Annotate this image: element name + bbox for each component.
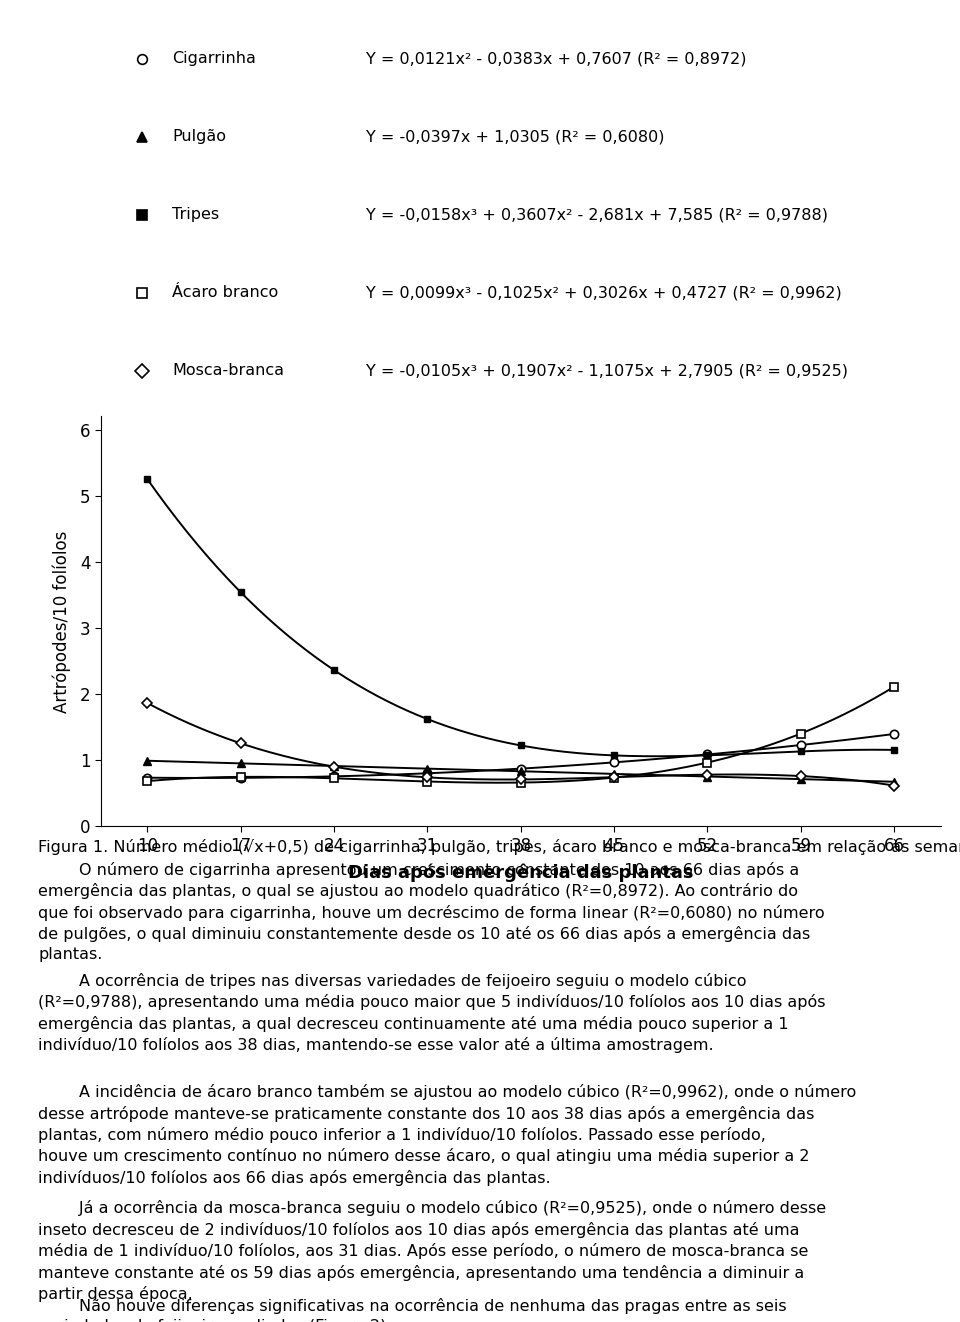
Text: Y = 0,0099x³ - 0,1025x² + 0,3026x + 0,4727 (R² = 0,9962): Y = 0,0099x³ - 0,1025x² + 0,3026x + 0,47… — [367, 286, 842, 300]
Text: Pulgão: Pulgão — [172, 130, 226, 144]
Text: Não houve diferenças significativas na ocorrência de nenhuma das pragas entre as: Não houve diferenças significativas na o… — [38, 1298, 787, 1322]
Text: O número de cigarrinha apresentou um crescimento constante dos 10 aos 66 dias ap: O número de cigarrinha apresentou um cre… — [38, 862, 825, 962]
X-axis label: Dias após emergência das plantas: Dias após emergência das plantas — [348, 863, 693, 882]
Text: Y = -0,0105x³ + 0,1907x² - 1,1075x + 2,7905 (R² = 0,9525): Y = -0,0105x³ + 0,1907x² - 1,1075x + 2,7… — [367, 364, 849, 378]
Text: Y = 0,0121x² - 0,0383x + 0,7607 (R² = 0,8972): Y = 0,0121x² - 0,0383x + 0,7607 (R² = 0,… — [367, 52, 747, 66]
Text: Y = -0,0158x³ + 0,3607x² - 2,681x + 7,585 (R² = 0,9788): Y = -0,0158x³ + 0,3607x² - 2,681x + 7,58… — [367, 208, 828, 222]
Text: Ácaro branco: Ácaro branco — [172, 286, 278, 300]
Text: Figura 1. Número médio (√x+0,5) de cigarrinha, pulgão, tripes, ácaro branco e mo: Figura 1. Número médio (√x+0,5) de cigar… — [38, 839, 960, 855]
Y-axis label: Artrópodes/10 folíolos: Artrópodes/10 folíolos — [53, 530, 71, 713]
Text: A ocorrência de tripes nas diversas variedades de feijoeiro seguiu o modelo cúbi: A ocorrência de tripes nas diversas vari… — [38, 973, 826, 1054]
Text: Cigarrinha: Cigarrinha — [172, 52, 256, 66]
Text: Tripes: Tripes — [172, 208, 219, 222]
Text: A incidência de ácaro branco também se ajustou ao modelo cúbico (R²=0,9962), ond: A incidência de ácaro branco também se a… — [38, 1084, 856, 1186]
Text: Já a ocorrência da mosca-branca seguiu o modelo cúbico (R²=0,9525), onde o númer: Já a ocorrência da mosca-branca seguiu o… — [38, 1200, 827, 1302]
Text: Mosca-branca: Mosca-branca — [172, 364, 284, 378]
Text: Y = -0,0397x + 1,0305 (R² = 0,6080): Y = -0,0397x + 1,0305 (R² = 0,6080) — [367, 130, 665, 144]
